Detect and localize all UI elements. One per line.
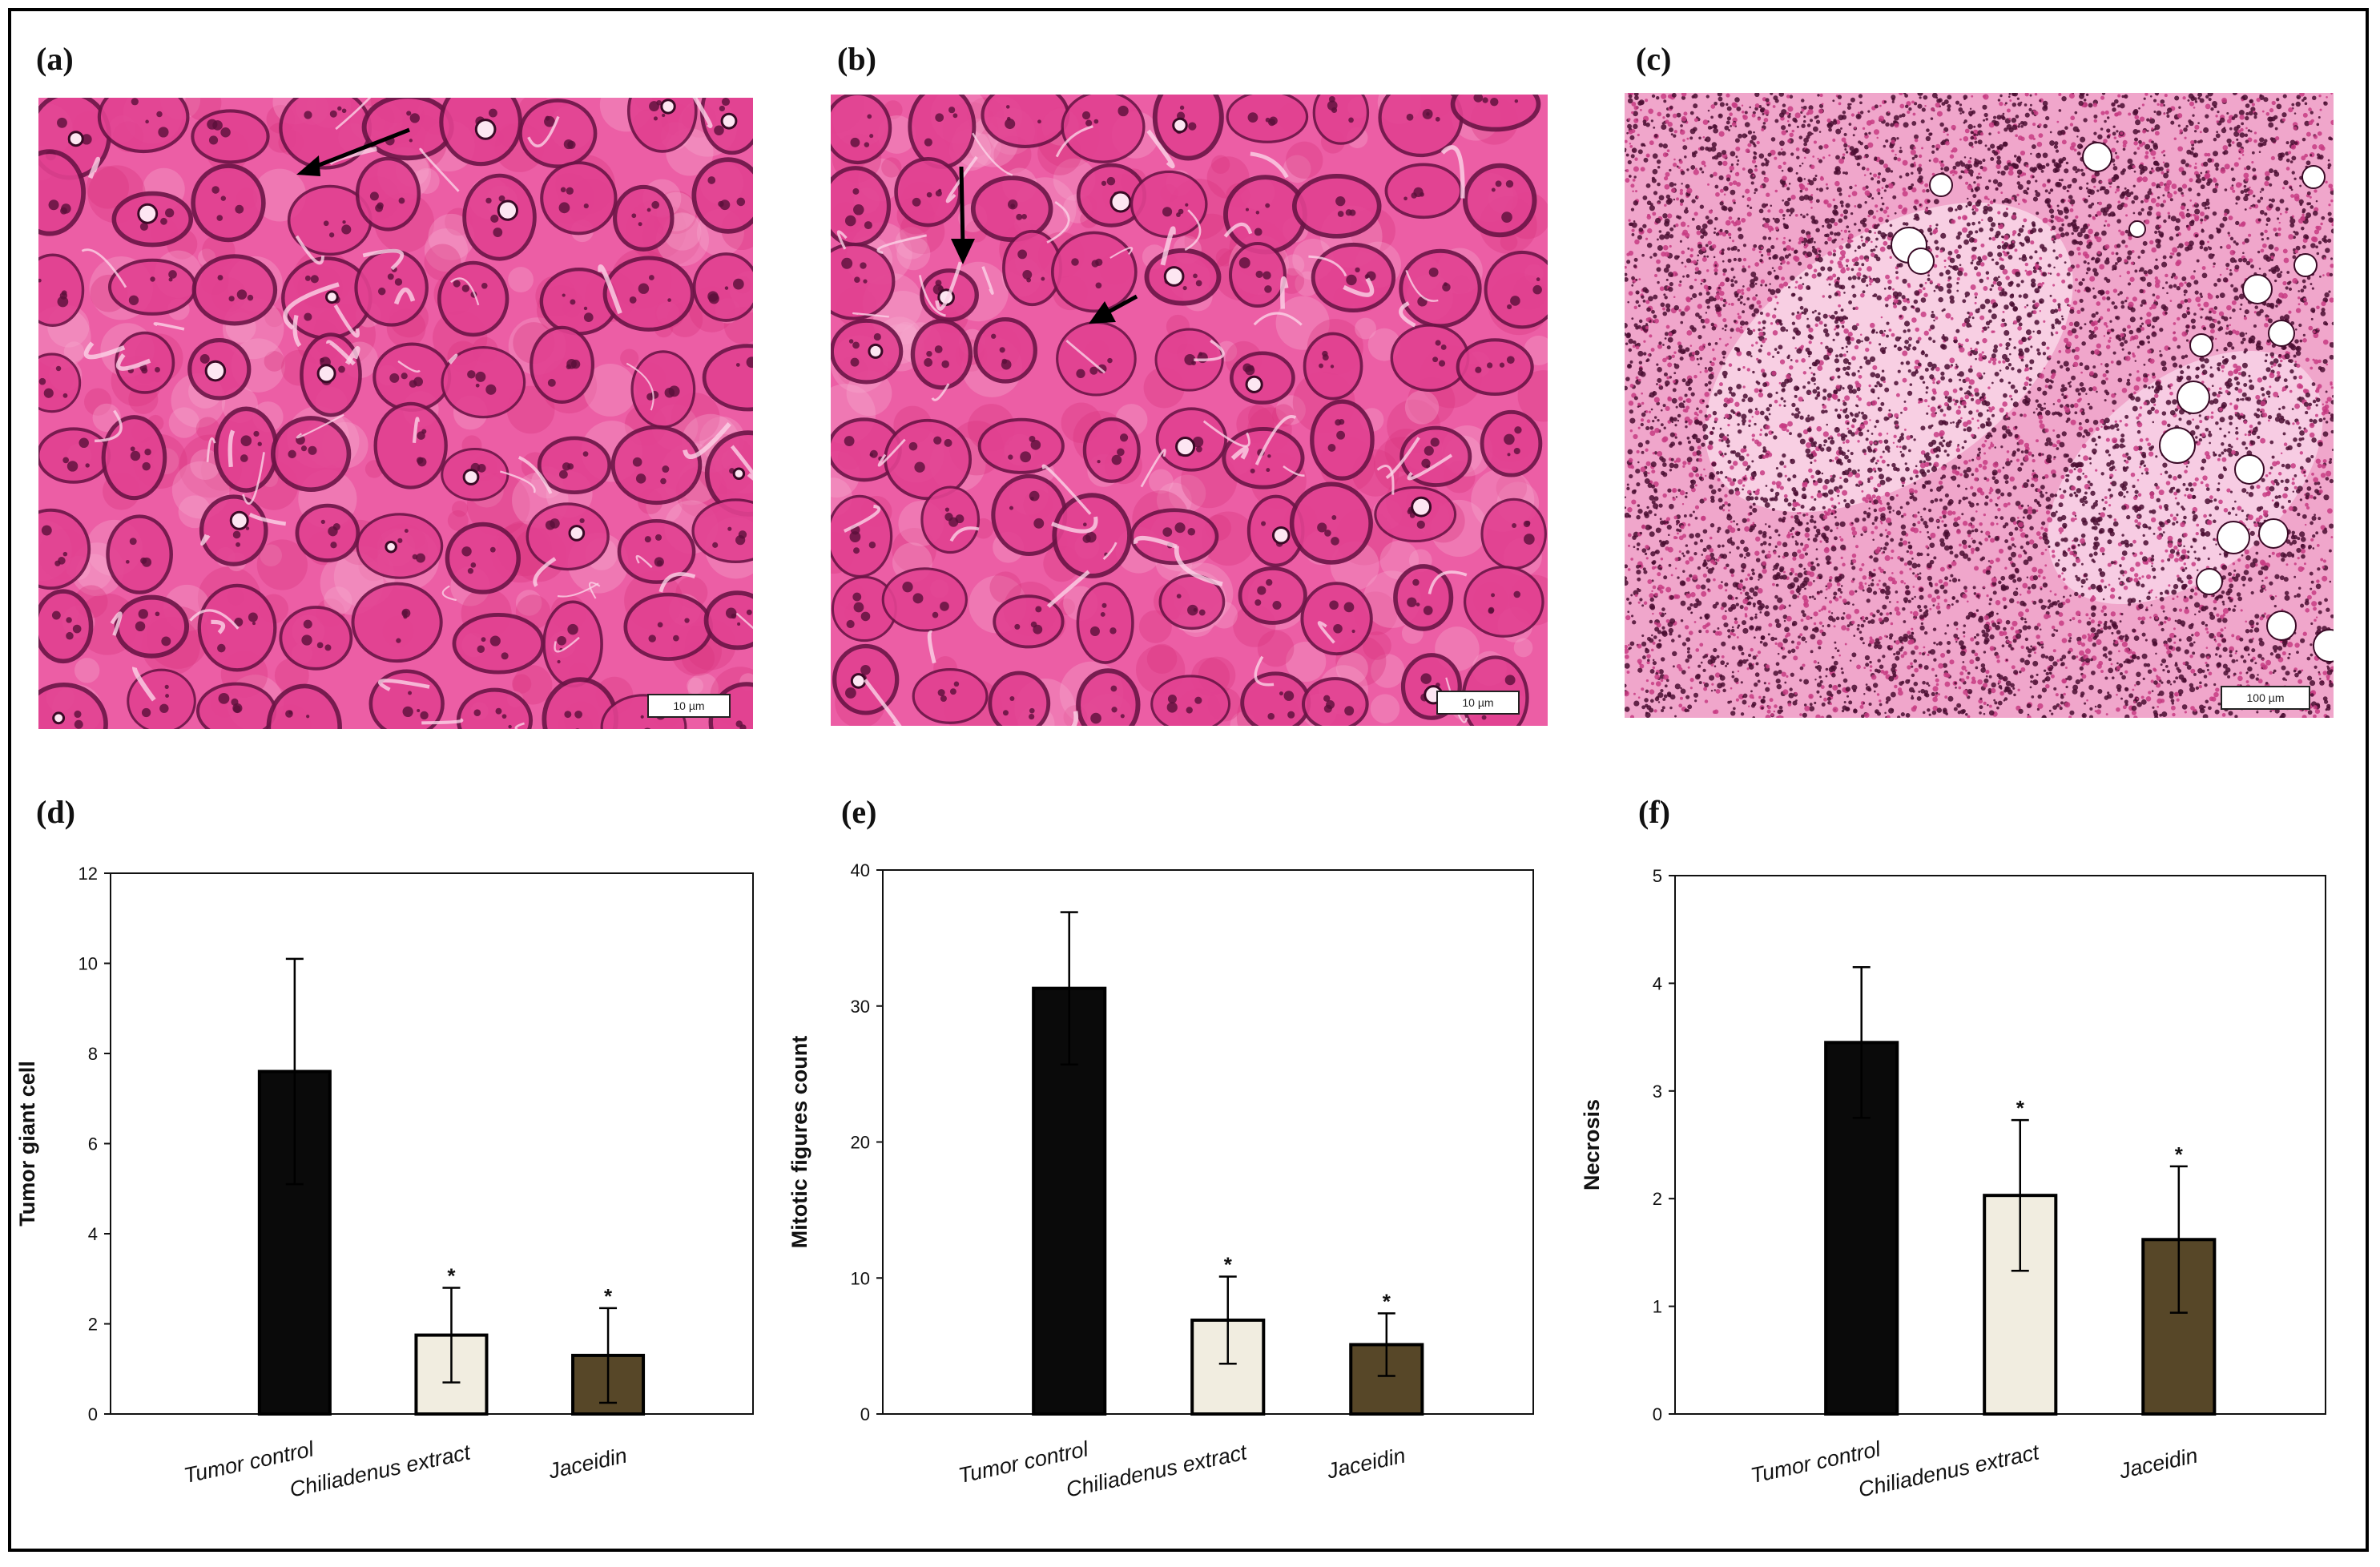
- micrograph-b: [831, 95, 1548, 726]
- micrograph-c: [1625, 93, 2334, 718]
- panel-label-d: (d): [36, 793, 75, 831]
- panel-label-c: (c): [1636, 40, 1671, 78]
- micrograph-c-image: [1625, 93, 2334, 718]
- panel-label-b: (b): [837, 40, 876, 78]
- panel-label-e: (e): [841, 793, 876, 831]
- panel-label-a: (a): [36, 40, 74, 78]
- scale-bar-c: 100 µm: [2221, 686, 2310, 710]
- micrograph-a-image: [38, 98, 753, 729]
- panel-label-f: (f): [1638, 793, 1670, 831]
- micrograph-a: [38, 98, 753, 729]
- scale-bar-b: 10 µm: [1436, 691, 1520, 715]
- micrograph-b-image: [831, 95, 1548, 726]
- scale-bar-a: 10 µm: [647, 694, 731, 718]
